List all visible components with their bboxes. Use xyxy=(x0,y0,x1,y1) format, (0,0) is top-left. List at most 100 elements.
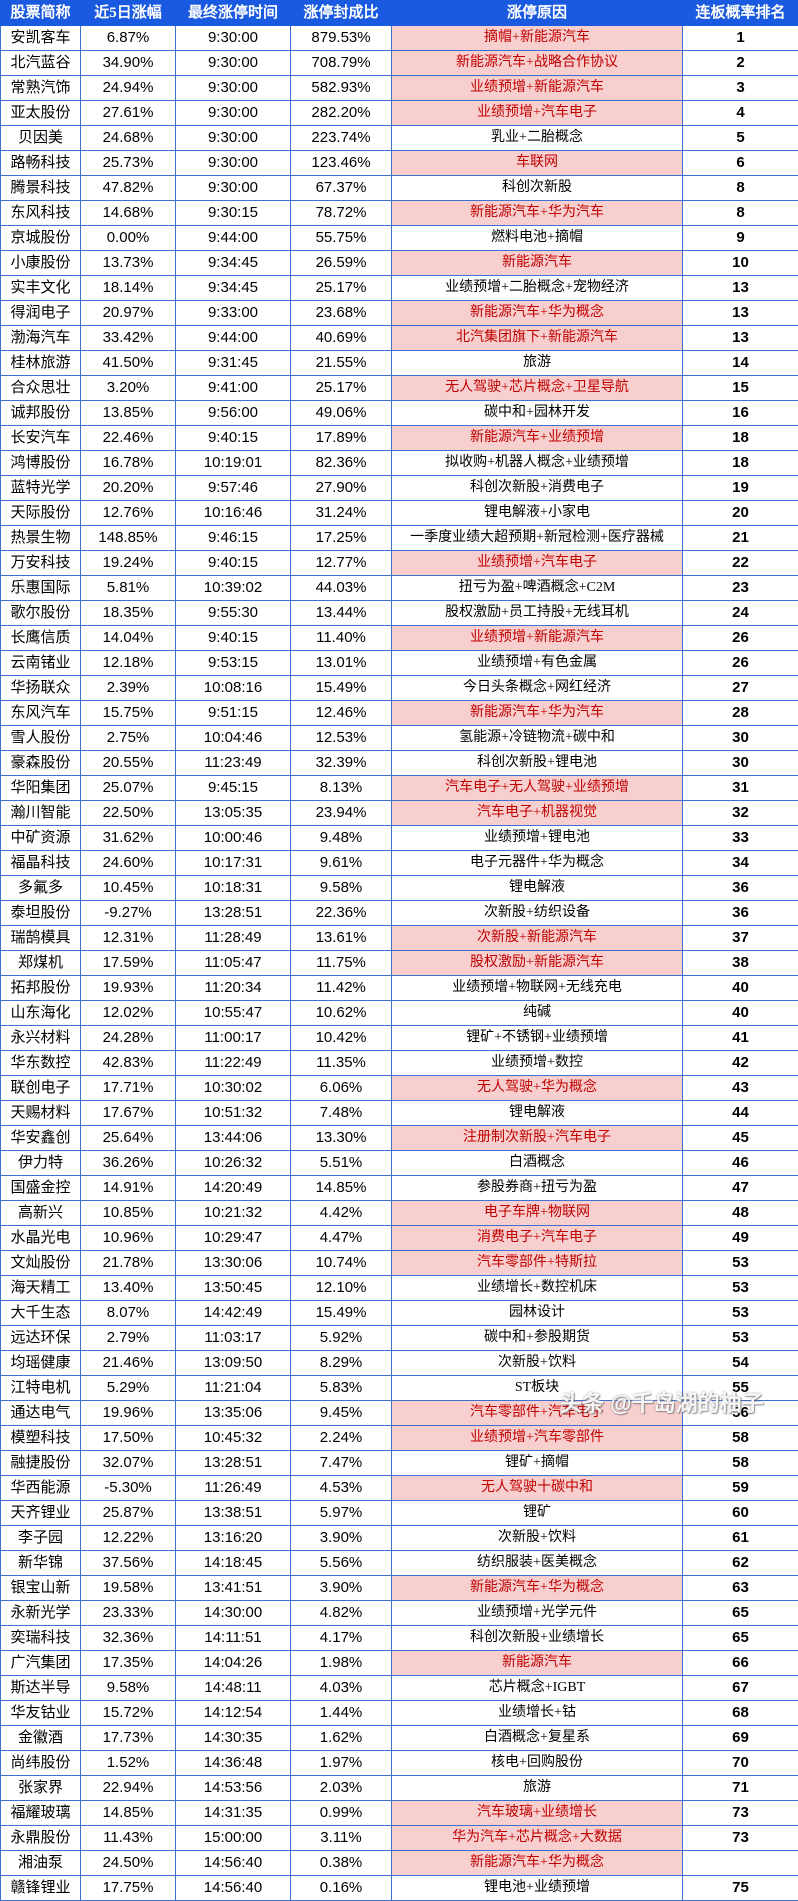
column-header-consecutive-rank[interactable]: 连板概率排名 xyxy=(683,1,798,26)
cell-stock-name[interactable]: 国盛金控 xyxy=(1,1176,81,1201)
cell-limitup-reason[interactable]: 股权激励+新能源汽车 xyxy=(392,951,683,976)
cell-consecutive-rank[interactable]: 53 xyxy=(683,1326,798,1351)
cell-limitup-reason[interactable]: 新能源汽车+华为汽车 xyxy=(392,701,683,726)
cell-seal-ratio[interactable]: 14.85% xyxy=(291,1176,392,1201)
cell-5day-gain[interactable]: 8.07% xyxy=(81,1301,176,1326)
cell-5day-gain[interactable]: 17.59% xyxy=(81,951,176,976)
cell-seal-ratio[interactable]: 44.03% xyxy=(291,576,392,601)
cell-limitup-reason[interactable]: 无人驾驶十碳中和 xyxy=(392,1476,683,1501)
cell-final-limitup-time[interactable]: 14:48:11 xyxy=(176,1676,291,1701)
cell-stock-name[interactable]: 郑煤机 xyxy=(1,951,81,976)
cell-seal-ratio[interactable]: 40.69% xyxy=(291,326,392,351)
cell-final-limitup-time[interactable]: 9:30:15 xyxy=(176,201,291,226)
cell-5day-gain[interactable]: 12.31% xyxy=(81,926,176,951)
cell-5day-gain[interactable]: 18.35% xyxy=(81,601,176,626)
cell-consecutive-rank[interactable]: 10 xyxy=(683,251,798,276)
cell-limitup-reason[interactable]: 纯碱 xyxy=(392,1001,683,1026)
cell-consecutive-rank[interactable]: 23 xyxy=(683,576,798,601)
cell-final-limitup-time[interactable]: 13:28:51 xyxy=(176,901,291,926)
cell-seal-ratio[interactable]: 4.17% xyxy=(291,1626,392,1651)
cell-consecutive-rank[interactable]: 26 xyxy=(683,651,798,676)
cell-stock-name[interactable]: 文灿股份 xyxy=(1,1251,81,1276)
cell-limitup-reason[interactable]: 汽车电子+无人驾驶+业绩预增 xyxy=(392,776,683,801)
cell-stock-name[interactable]: 实丰文化 xyxy=(1,276,81,301)
cell-limitup-reason[interactable]: 新能源汽车+华为汽车 xyxy=(392,201,683,226)
cell-consecutive-rank[interactable]: 60 xyxy=(683,1501,798,1526)
cell-5day-gain[interactable]: 24.94% xyxy=(81,76,176,101)
cell-seal-ratio[interactable]: 5.92% xyxy=(291,1326,392,1351)
cell-limitup-reason[interactable]: 电子车牌+物联网 xyxy=(392,1201,683,1226)
cell-consecutive-rank[interactable] xyxy=(683,1851,798,1876)
cell-seal-ratio[interactable]: 7.48% xyxy=(291,1101,392,1126)
cell-stock-name[interactable]: 华西能源 xyxy=(1,1476,81,1501)
cell-stock-name[interactable]: 广汽集团 xyxy=(1,1651,81,1676)
cell-stock-name[interactable]: 渤海汽车 xyxy=(1,326,81,351)
cell-consecutive-rank[interactable]: 69 xyxy=(683,1726,798,1751)
cell-5day-gain[interactable]: 16.78% xyxy=(81,451,176,476)
cell-seal-ratio[interactable]: 0.16% xyxy=(291,1876,392,1901)
cell-5day-gain[interactable]: 14.04% xyxy=(81,626,176,651)
cell-limitup-reason[interactable]: 业绩预增+汽车电子 xyxy=(392,551,683,576)
cell-stock-name[interactable]: 万安科技 xyxy=(1,551,81,576)
column-header-final-limitup-time[interactable]: 最终涨停时间 xyxy=(176,1,291,26)
cell-final-limitup-time[interactable]: 10:55:47 xyxy=(176,1001,291,1026)
cell-5day-gain[interactable]: 22.94% xyxy=(81,1776,176,1801)
cell-final-limitup-time[interactable]: 11:00:17 xyxy=(176,1026,291,1051)
cell-limitup-reason[interactable]: 锂矿 xyxy=(392,1501,683,1526)
cell-5day-gain[interactable]: 5.81% xyxy=(81,576,176,601)
cell-final-limitup-time[interactable]: 9:57:46 xyxy=(176,476,291,501)
cell-stock-name[interactable]: 鸿博股份 xyxy=(1,451,81,476)
cell-consecutive-rank[interactable]: 65 xyxy=(683,1601,798,1626)
cell-consecutive-rank[interactable]: 36 xyxy=(683,876,798,901)
cell-seal-ratio[interactable]: 78.72% xyxy=(291,201,392,226)
cell-limitup-reason[interactable]: 科创次新股+业绩增长 xyxy=(392,1626,683,1651)
cell-5day-gain[interactable]: 17.67% xyxy=(81,1101,176,1126)
cell-5day-gain[interactable]: 24.50% xyxy=(81,1851,176,1876)
cell-stock-name[interactable]: 大千生态 xyxy=(1,1301,81,1326)
cell-stock-name[interactable]: 歌尔股份 xyxy=(1,601,81,626)
cell-limitup-reason[interactable]: 科创次新股 xyxy=(392,176,683,201)
cell-final-limitup-time[interactable]: 10:45:32 xyxy=(176,1426,291,1451)
cell-final-limitup-time[interactable]: 13:16:20 xyxy=(176,1526,291,1551)
cell-5day-gain[interactable]: 24.60% xyxy=(81,851,176,876)
cell-final-limitup-time[interactable]: 11:03:17 xyxy=(176,1326,291,1351)
cell-final-limitup-time[interactable]: 10:26:32 xyxy=(176,1151,291,1176)
cell-final-limitup-time[interactable]: 14:18:45 xyxy=(176,1551,291,1576)
cell-limitup-reason[interactable]: 白酒概念 xyxy=(392,1151,683,1176)
cell-consecutive-rank[interactable]: 26 xyxy=(683,626,798,651)
cell-5day-gain[interactable]: 11.43% xyxy=(81,1826,176,1851)
cell-consecutive-rank[interactable]: 68 xyxy=(683,1701,798,1726)
cell-5day-gain[interactable]: 12.02% xyxy=(81,1001,176,1026)
cell-limitup-reason[interactable]: 纺织服装+医美概念 xyxy=(392,1551,683,1576)
cell-seal-ratio[interactable]: 25.17% xyxy=(291,276,392,301)
cell-stock-name[interactable]: 永兴材料 xyxy=(1,1026,81,1051)
cell-consecutive-rank[interactable]: 28 xyxy=(683,701,798,726)
cell-consecutive-rank[interactable]: 9 xyxy=(683,226,798,251)
cell-consecutive-rank[interactable]: 38 xyxy=(683,951,798,976)
cell-final-limitup-time[interactable]: 13:44:06 xyxy=(176,1126,291,1151)
cell-seal-ratio[interactable]: 17.25% xyxy=(291,526,392,551)
cell-consecutive-rank[interactable]: 33 xyxy=(683,826,798,851)
cell-stock-name[interactable]: 模塑科技 xyxy=(1,1426,81,1451)
cell-seal-ratio[interactable]: 1.44% xyxy=(291,1701,392,1726)
cell-seal-ratio[interactable]: 223.74% xyxy=(291,126,392,151)
cell-stock-name[interactable]: 尚纬股份 xyxy=(1,1751,81,1776)
cell-stock-name[interactable]: 拓邦股份 xyxy=(1,976,81,1001)
cell-consecutive-rank[interactable]: 4 xyxy=(683,101,798,126)
cell-final-limitup-time[interactable]: 10:19:01 xyxy=(176,451,291,476)
cell-seal-ratio[interactable]: 5.56% xyxy=(291,1551,392,1576)
